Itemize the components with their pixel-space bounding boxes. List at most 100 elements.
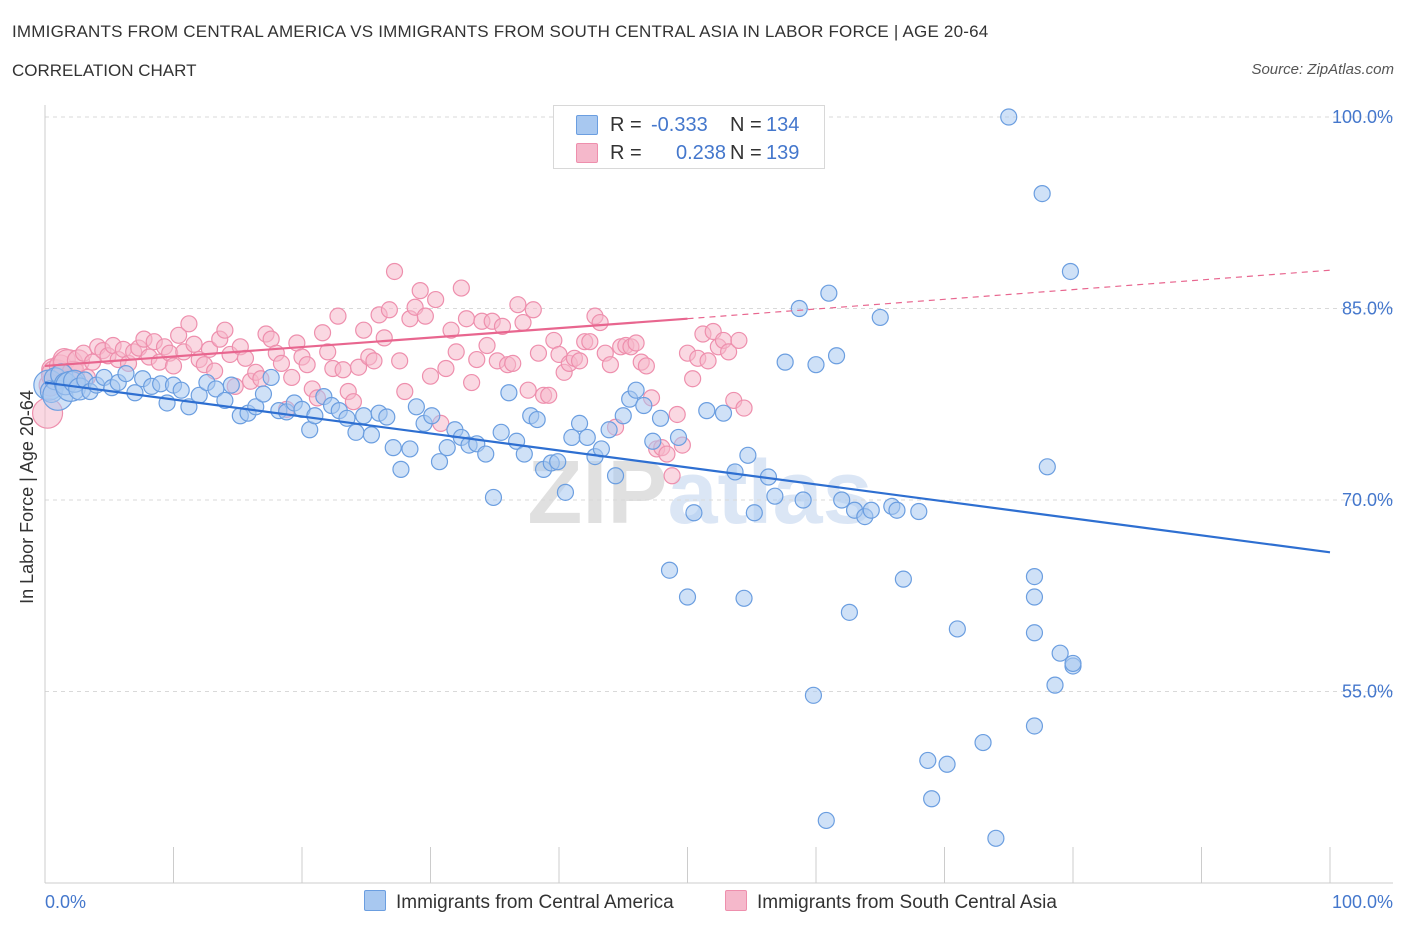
data-point: [1025, 624, 1044, 642]
data-point: [438, 439, 456, 457]
data-point: [735, 399, 753, 417]
data-point: [556, 483, 575, 501]
data-point: [1025, 588, 1044, 606]
data-point: [601, 356, 620, 374]
chart-subtitle: CORRELATION CHART: [12, 61, 197, 80]
data-point: [421, 367, 440, 385]
data-point: [427, 290, 445, 309]
data-point: [894, 570, 912, 588]
data-point: [794, 491, 812, 509]
legend-item-blue[interactable]: Immigrants from Central America: [364, 890, 674, 914]
data-point: [500, 384, 518, 402]
data-point: [1025, 717, 1044, 735]
legend-item-pink[interactable]: Immigrants from South Central Asia: [725, 890, 1057, 914]
n-label: N =: [730, 114, 762, 136]
r-label: R =: [610, 114, 642, 136]
data-point: [938, 755, 956, 773]
data-point: [591, 313, 609, 332]
data-point: [827, 347, 846, 365]
data-point: [739, 446, 757, 464]
data-point: [766, 487, 784, 505]
data-point: [355, 407, 373, 425]
data-point: [644, 432, 662, 450]
data-point: [1064, 654, 1082, 673]
r-value: 0.238: [676, 142, 727, 164]
data-point: [871, 308, 889, 327]
y-tick-label: 85.0%: [1342, 299, 1393, 319]
y-tick-labels: 55.0% 70.0% 85.0% 100.0%: [1332, 107, 1393, 702]
data-point: [923, 790, 941, 808]
y-tick-label: 100.0%: [1332, 107, 1393, 127]
data-point: [447, 343, 465, 361]
data-point: [974, 733, 992, 752]
data-point: [117, 365, 135, 383]
data-point: [660, 561, 679, 579]
legend-blue-label: Immigrants from Central America: [396, 892, 674, 913]
data-point: [313, 324, 332, 342]
r-value: -0.333: [651, 114, 708, 136]
data-point: [820, 284, 838, 302]
data-point: [730, 331, 748, 350]
source-label: Source: ZipAtlas.com: [1251, 61, 1394, 78]
data-point: [484, 488, 503, 507]
stats-box: R = -0.333 N = 134 R = 0.238 N = 139: [553, 105, 825, 169]
watermark: ZIPatlas: [527, 443, 872, 543]
data-point: [272, 354, 291, 372]
data-point: [776, 353, 794, 371]
data-point: [385, 262, 404, 281]
data-point: [384, 439, 402, 457]
data-point: [1038, 458, 1056, 476]
data-point: [862, 501, 880, 519]
data-point: [685, 504, 703, 522]
data-point: [262, 368, 280, 387]
data-point: [378, 408, 396, 426]
data-point: [1046, 676, 1064, 694]
data-point: [216, 391, 234, 410]
data-point: [504, 354, 522, 372]
data-point: [463, 373, 481, 392]
data-point: [515, 445, 533, 463]
data-point: [437, 359, 455, 378]
x-tick-label-max: 100.0%: [1332, 892, 1393, 912]
r-label: R =: [610, 142, 642, 164]
data-point: [391, 352, 409, 370]
data-point: [423, 407, 441, 425]
data-point: [570, 414, 589, 432]
data-point: [170, 326, 188, 344]
pink-trend-extension: [687, 269, 1331, 320]
data-point: [817, 811, 835, 830]
data-point: [1000, 108, 1018, 126]
data-point: [581, 333, 599, 351]
data-point: [668, 405, 686, 424]
data-point: [416, 307, 434, 325]
data-point: [411, 282, 429, 300]
data-point: [614, 407, 632, 425]
data-point: [509, 296, 527, 314]
data-point: [392, 460, 410, 478]
data-point: [478, 336, 496, 355]
data-point: [457, 310, 476, 328]
data-point: [578, 428, 596, 447]
data-point: [833, 491, 851, 509]
data-point: [669, 428, 688, 447]
data-point: [349, 358, 368, 376]
data-point: [678, 588, 697, 606]
legend-blue-swatch: [364, 890, 386, 911]
data-point: [684, 370, 702, 388]
data-point: [185, 335, 203, 353]
data-point: [528, 410, 546, 429]
data-point: [524, 301, 542, 319]
legend-pink-label: Immigrants from South Central Asia: [757, 892, 1057, 913]
data-point: [807, 356, 825, 374]
data-point: [222, 376, 240, 394]
n-value: 134: [766, 114, 800, 136]
data-point: [888, 501, 906, 519]
data-point: [563, 428, 581, 447]
data-point: [477, 445, 495, 463]
pink-trend-line: [44, 317, 688, 368]
data-point: [698, 402, 716, 420]
data-point: [910, 502, 928, 521]
data-point: [334, 361, 352, 379]
data-point: [298, 356, 316, 374]
